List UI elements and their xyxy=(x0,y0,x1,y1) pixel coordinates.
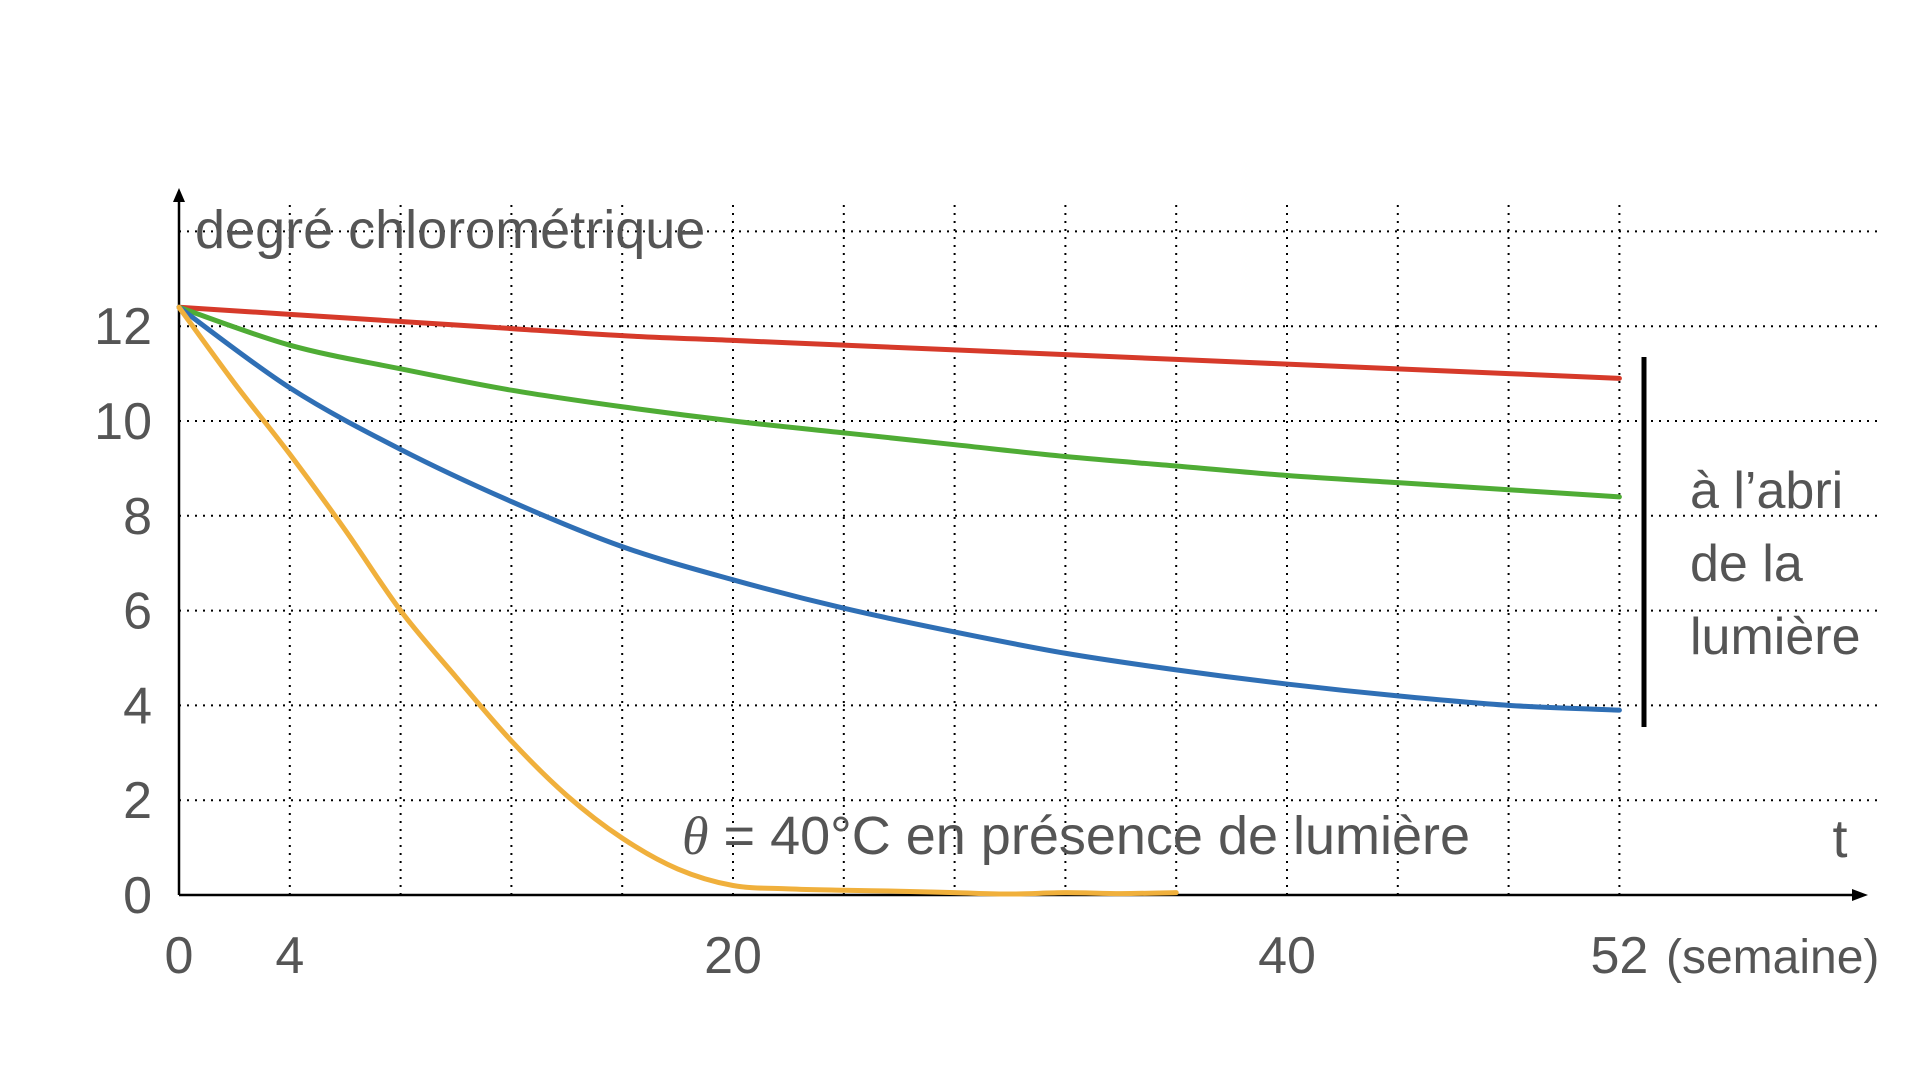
y-tick-label: 8 xyxy=(123,488,152,546)
y-tick-label: 2 xyxy=(123,772,152,830)
x-tick-label: 40 xyxy=(1258,927,1316,985)
y-axis-title: degré chlorométrique xyxy=(195,200,705,260)
chart-grid xyxy=(179,200,1880,895)
y-axis-arrow xyxy=(173,188,185,202)
x-tick-label: 20 xyxy=(704,927,762,985)
theta-symbol: θ xyxy=(682,806,709,866)
yellow-curve-annotation: θ = 40°C en présence de lumière xyxy=(682,806,1470,866)
theta-condition: = 40°C en présence de lumière xyxy=(709,806,1471,866)
bracket-label-line-3: lumière xyxy=(1690,608,1861,666)
tick-labels: 0 2 4 6 8 10 12 0 4 20 40 52 xyxy=(94,298,1648,985)
yellow-series-line xyxy=(176,304,1179,897)
x-tick-label: 52 xyxy=(1590,927,1648,985)
x-tick-label: 0 xyxy=(165,927,194,985)
blue-series-line xyxy=(176,304,1622,713)
chart-axes xyxy=(173,188,1868,901)
y-tick-label: 12 xyxy=(94,298,152,356)
x-axis-unit: (semaine) xyxy=(1666,931,1879,984)
bracket-label-line-2: de la xyxy=(1690,535,1803,593)
bracket-label-line-1: à l’abri xyxy=(1690,462,1843,520)
y-tick-label: 0 xyxy=(123,867,152,925)
y-tick-label: 10 xyxy=(94,393,152,451)
green-series-line xyxy=(176,304,1622,500)
chart-series xyxy=(176,304,1622,897)
x-tick-label: 4 xyxy=(275,927,304,985)
y-tick-label: 6 xyxy=(123,583,152,641)
x-axis-arrow xyxy=(1852,889,1868,901)
y-tick-label: 4 xyxy=(123,677,152,735)
x-axis-title: t xyxy=(1832,809,1847,869)
red-series-line xyxy=(176,304,1622,381)
